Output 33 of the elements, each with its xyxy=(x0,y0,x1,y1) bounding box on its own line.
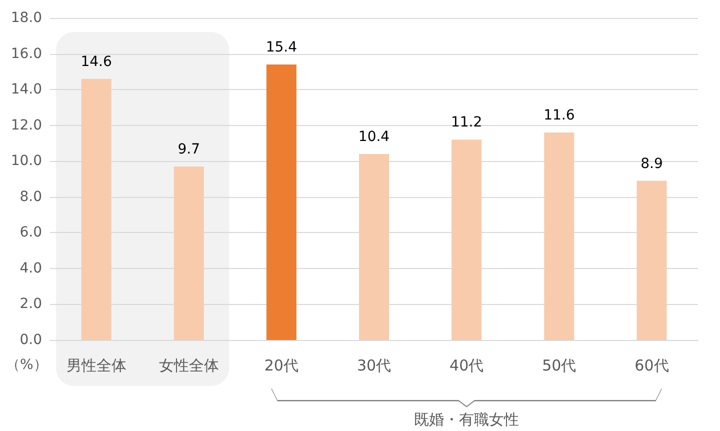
x-tick-label: 30代 xyxy=(356,356,392,374)
x-tick-label: 20代 xyxy=(264,356,298,374)
x-tick-label: 60代 xyxy=(634,356,669,374)
y-tick-label: 10.0 xyxy=(10,153,42,170)
bar xyxy=(544,132,574,340)
text: 既婚・有職女性 xyxy=(414,410,520,428)
data-label: 9.7 xyxy=(178,141,200,158)
bar xyxy=(636,180,667,340)
x-tick-label: 40代 xyxy=(450,356,484,374)
data-label: 11.6 xyxy=(544,107,575,124)
y-tick-label: 4.0 xyxy=(20,260,42,276)
y-tick-label: 18.0 xyxy=(10,10,42,26)
bar xyxy=(452,140,482,340)
data-label: 10.4 xyxy=(358,128,390,145)
data-label: 8.9 xyxy=(640,156,663,172)
bar xyxy=(359,154,389,340)
data-label: 11.2 xyxy=(450,114,482,131)
y-tick-label: 8.0 xyxy=(20,188,42,205)
y-tick-label: 0.0 xyxy=(20,332,42,348)
bar xyxy=(266,64,296,340)
y-tick-label: 2.0 xyxy=(20,296,42,312)
x-tick-label: 50代 xyxy=(542,356,576,374)
bar xyxy=(81,78,112,340)
x-tick-label: 女性全体 xyxy=(158,356,219,374)
y-tick-label: 12.0 xyxy=(10,117,42,134)
bar xyxy=(174,166,204,340)
y-tick-label: 6.0 xyxy=(20,224,42,241)
y-tick-label: 16.0 xyxy=(10,46,42,62)
x-tick-label: 男性全体 xyxy=(66,356,126,374)
data-label: 15.4 xyxy=(266,40,298,56)
y-axis-title: （%） xyxy=(6,357,48,373)
y-tick-label: 14.0 xyxy=(10,82,42,98)
data-label: 14.6 xyxy=(80,54,112,70)
